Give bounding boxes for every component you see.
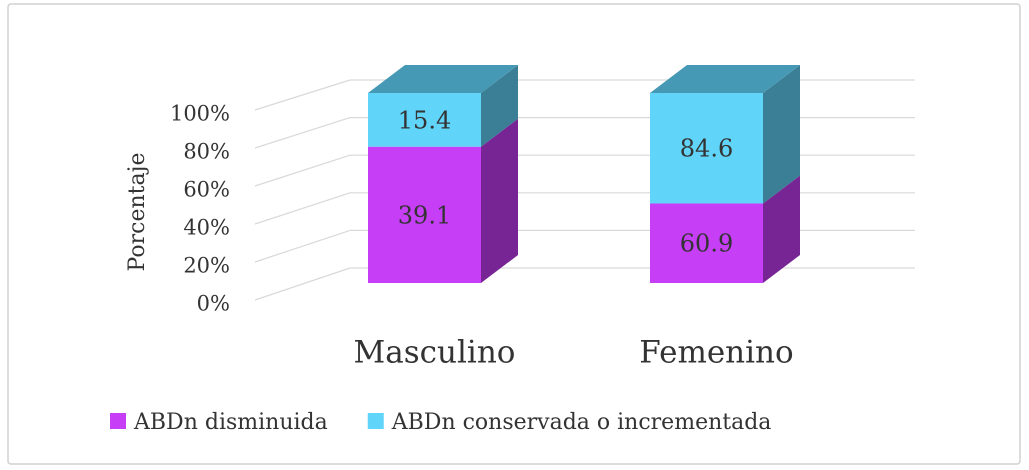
- grid-line: [254, 192, 351, 225]
- bar: [650, 93, 763, 204]
- bar: [650, 203, 763, 283]
- grid-line: [254, 79, 351, 111]
- legend-label: ABDn conservada o incrementada: [391, 410, 772, 435]
- value-label: 15.4: [398, 106, 451, 134]
- x-tick-label: Femenino: [639, 335, 793, 371]
- grid-line: [254, 229, 351, 263]
- grid-line: [254, 267, 351, 301]
- x-tick-label: Masculino: [354, 335, 516, 371]
- y-axis-title: Porcentaje: [125, 153, 150, 272]
- bar-top: [368, 65, 518, 93]
- y-tick-label: 20%: [183, 254, 230, 278]
- value-label: 60.9: [680, 230, 733, 258]
- bar-side: [763, 65, 800, 204]
- y-tick-label: 80%: [183, 140, 230, 164]
- y-tick-label: 40%: [183, 216, 230, 240]
- y-tick-label: 60%: [183, 178, 230, 202]
- legend-label: ABDn disminuida: [133, 410, 328, 435]
- bar-side: [481, 65, 518, 147]
- bar-side: [763, 175, 800, 283]
- legend-swatch: [367, 413, 384, 429]
- bar-side: [481, 118, 518, 283]
- bar-top: [650, 65, 800, 93]
- value-label: 39.1: [398, 201, 451, 229]
- grid-line: [254, 117, 351, 149]
- y-tick-label: 0%: [197, 292, 230, 316]
- legend-swatch: [110, 413, 126, 429]
- y-tick-label: 100%: [170, 102, 230, 126]
- bar: [368, 146, 481, 283]
- grid-line: [254, 154, 351, 187]
- bar: [368, 93, 481, 147]
- value-label: 84.6: [680, 135, 733, 163]
